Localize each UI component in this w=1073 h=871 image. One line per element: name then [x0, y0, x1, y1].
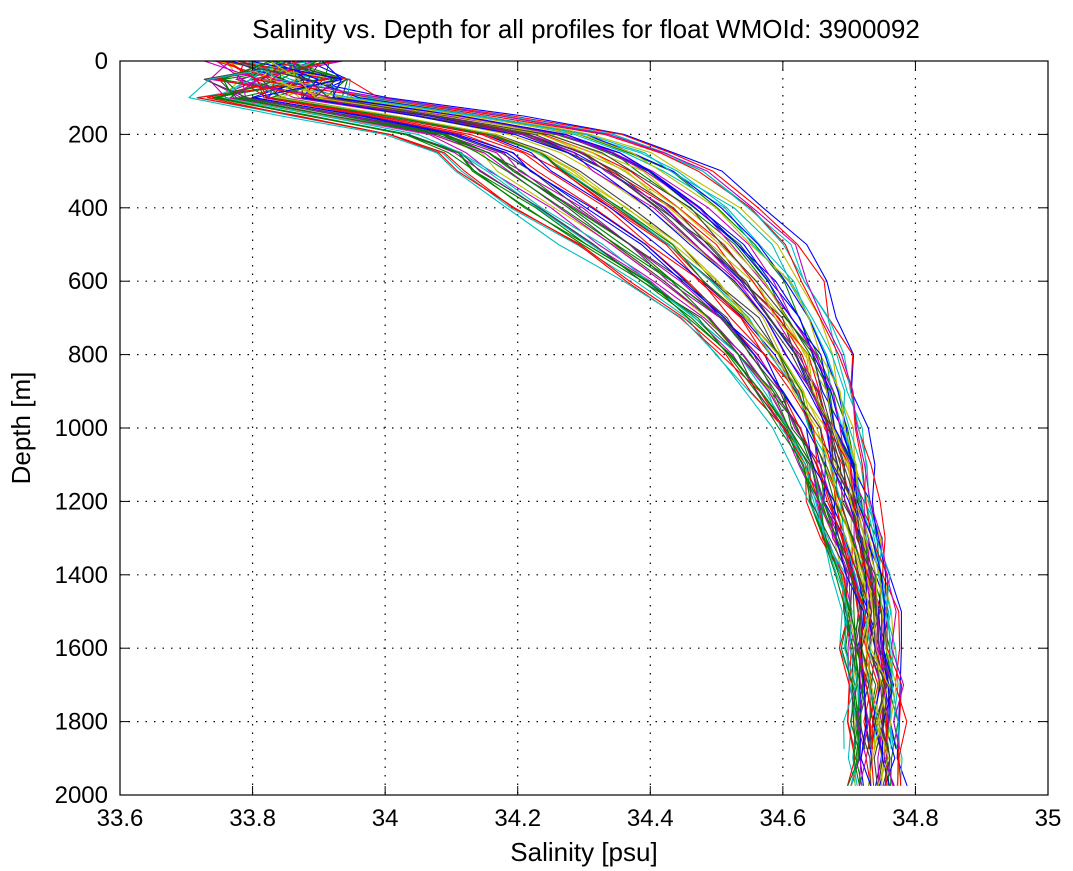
salinity-profile-line: [251, 61, 903, 786]
salinity-profile-line: [237, 61, 884, 786]
y-tick-label: 400: [68, 195, 108, 222]
salinity-profile-line: [220, 61, 861, 786]
y-tick-label: 1600: [55, 635, 108, 662]
y-tick-label: 1000: [55, 415, 108, 442]
salinity-profile-line: [277, 61, 881, 786]
x-tick-label: 33.6: [97, 805, 144, 832]
y-tick-label: 1400: [55, 562, 108, 589]
salinity-profile-line: [203, 61, 872, 786]
salinity-profile-line: [271, 61, 905, 750]
salinity-profile-line: [222, 61, 864, 786]
salinity-profile-line: [269, 61, 890, 786]
x-axis-label: Salinity [psu]: [510, 837, 657, 867]
x-tick-label: 34.6: [759, 805, 806, 832]
x-tick-label: 34: [372, 805, 399, 832]
salinity-profile-line: [270, 61, 877, 750]
y-axis-label: Depth [m]: [6, 372, 36, 485]
x-tick-label: 34.2: [494, 805, 541, 832]
y-tick-label: 2000: [55, 782, 108, 809]
salinity-profile-line: [287, 61, 908, 786]
salinity-profile-line: [283, 61, 890, 750]
salinity-profile-line: [249, 61, 872, 786]
x-tick-label: 33.8: [229, 805, 276, 832]
salinity-profile-line: [225, 61, 908, 786]
x-tick-label: 35: [1035, 805, 1062, 832]
y-tick-label: 1200: [55, 488, 108, 515]
x-tick-label: 34.4: [627, 805, 674, 832]
tick-layer: 33.6 33.8 34 34.2 34.4 34.6 34.8 35 0 200 400 600 80…: [55, 48, 1062, 832]
salinity-profile-line: [321, 61, 895, 786]
salinity-profile-line: [217, 61, 861, 786]
y-tick-label: 0: [95, 48, 108, 75]
salinity-profile-line: [238, 61, 869, 750]
y-tick-label: 800: [68, 342, 108, 369]
salinity-profile-line: [188, 61, 857, 750]
salinity-profile-line: [253, 61, 894, 750]
salinity-profile-line: [223, 61, 875, 786]
y-tick-label: 1800: [55, 709, 108, 736]
y-tick-label: 600: [68, 268, 108, 295]
chart-title: Salinity vs. Depth for all profiles for …: [252, 14, 920, 44]
x-tick-label: 34.8: [892, 805, 939, 832]
salinity-profile-line: [223, 61, 893, 786]
salinity-profile-line: [197, 61, 856, 786]
y-tick-label: 200: [68, 121, 108, 148]
profiles-layer: [188, 61, 908, 787]
salinity-profile-line: [204, 61, 867, 786]
